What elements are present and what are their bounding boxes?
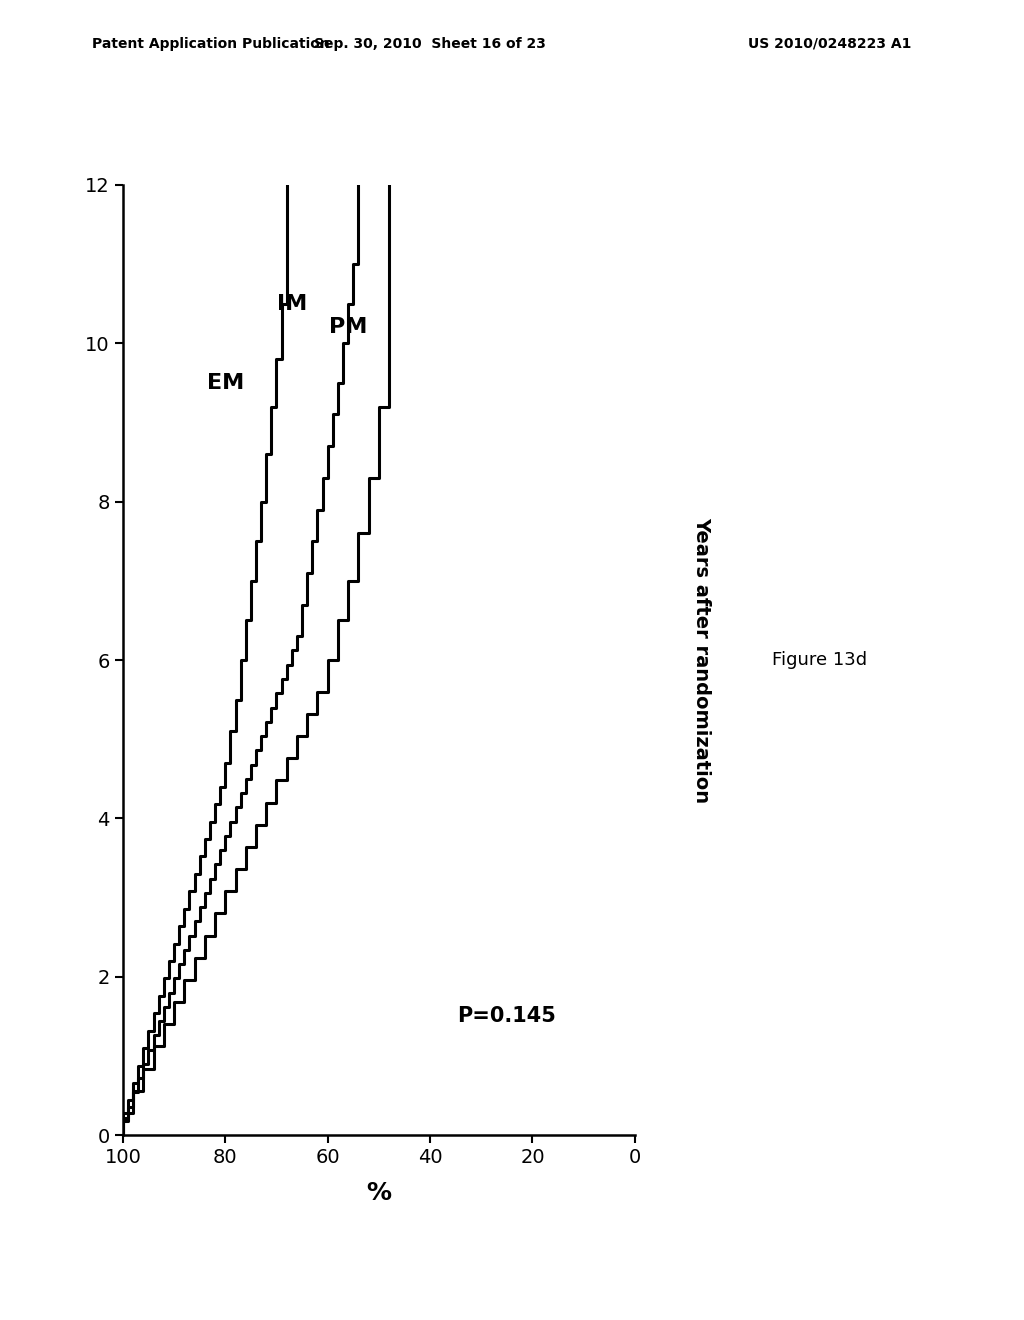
Text: Figure 13d: Figure 13d bbox=[772, 651, 866, 669]
Text: PM: PM bbox=[329, 317, 368, 338]
Text: Years after randomization: Years after randomization bbox=[692, 517, 711, 803]
X-axis label: %: % bbox=[367, 1181, 391, 1205]
Text: US 2010/0248223 A1: US 2010/0248223 A1 bbox=[748, 37, 911, 50]
Text: P=0.145: P=0.145 bbox=[458, 1006, 556, 1027]
Text: IM: IM bbox=[276, 293, 307, 314]
Text: Patent Application Publication: Patent Application Publication bbox=[92, 37, 330, 50]
Text: EM: EM bbox=[207, 372, 244, 393]
Text: Sep. 30, 2010  Sheet 16 of 23: Sep. 30, 2010 Sheet 16 of 23 bbox=[314, 37, 546, 50]
